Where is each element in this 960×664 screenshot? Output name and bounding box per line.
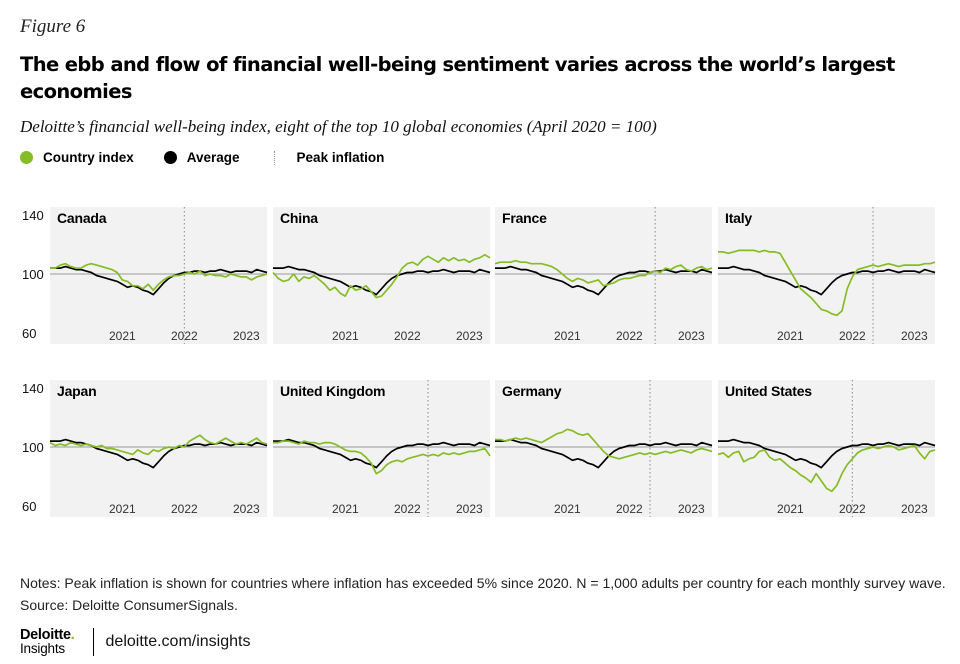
average-line — [273, 265, 491, 296]
x-tick-label: 2023 — [901, 329, 928, 343]
legend-label-peak: Peak inflation — [296, 150, 385, 165]
notes-block: Notes: Peak inflation is shown for count… — [20, 572, 950, 616]
logo-wordmark: Deloitte — [20, 627, 71, 643]
country-line — [272, 253, 491, 299]
panel-title: China — [280, 210, 318, 226]
x-tick-label: 2023 — [456, 329, 483, 343]
x-tick-label: 2022 — [171, 502, 198, 516]
x-tick-label: 2022 — [839, 329, 866, 343]
panel-title: Canada — [57, 210, 107, 226]
panel-title: France — [502, 210, 547, 226]
panel-background — [718, 207, 935, 344]
x-tick-label: 2021 — [554, 329, 581, 343]
panel-background — [50, 207, 267, 344]
average-line — [273, 438, 491, 469]
x-tick-label: 2021 — [109, 329, 136, 343]
x-tick-label: 2022 — [394, 329, 421, 343]
chart-title: The ebb and flow of financial well-being… — [20, 53, 895, 103]
panel-title: United Kingdom — [280, 383, 385, 399]
legend-item-country: Country index — [20, 150, 134, 165]
panel-title: United States — [725, 383, 812, 399]
x-tick-label: 2021 — [332, 502, 359, 516]
average-dot-icon — [163, 151, 177, 164]
average-line — [718, 265, 936, 296]
x-tick-label: 2021 — [777, 502, 804, 516]
legend-item-average: Average — [163, 150, 240, 165]
y-tick-label: 140 — [22, 208, 44, 223]
legend: Country index Average Peak inflation — [20, 150, 414, 165]
y-tick-label: 140 — [22, 381, 44, 396]
x-tick-label: 2021 — [109, 502, 136, 516]
logo-dot: . — [70, 627, 75, 643]
legend-label-average: Average — [186, 150, 240, 165]
x-tick-label: 2022 — [394, 502, 421, 516]
country-line — [718, 249, 936, 317]
panel-background — [50, 380, 267, 517]
figure-label: Figure 6 — [20, 16, 86, 37]
x-tick-label: 2023 — [233, 502, 260, 516]
average-line — [495, 438, 713, 469]
x-tick-label: 2022 — [839, 502, 866, 516]
panel-background — [273, 207, 490, 344]
panel-title: Italy — [725, 210, 752, 226]
source-text: Source: Deloitte ConsumerSignals. — [20, 597, 238, 613]
panel-background — [718, 380, 935, 517]
x-tick-label: 2023 — [678, 329, 705, 343]
country-line — [49, 434, 268, 456]
country-line — [717, 444, 936, 493]
footer-url[interactable]: deloitte.com/insights — [105, 633, 251, 650]
chart-subtitle: Deloitte’s financial well-being index, e… — [20, 117, 657, 136]
x-tick-label: 2021 — [777, 329, 804, 343]
y-tick-label: 60 — [22, 499, 36, 514]
x-tick-label: 2021 — [554, 502, 581, 516]
panel-background — [495, 380, 712, 517]
notes-text: Notes: Peak inflation is shown for count… — [20, 575, 946, 591]
average-line — [495, 265, 713, 296]
x-tick-label: 2023 — [901, 502, 928, 516]
x-tick-label: 2022 — [616, 329, 643, 343]
x-tick-label: 2022 — [171, 329, 198, 343]
footer: Deloitte. Insights deloitte.com/insights — [20, 628, 250, 656]
panel-title: Germany — [502, 383, 562, 399]
average-line — [718, 438, 936, 469]
x-tick-label: 2022 — [616, 502, 643, 516]
x-tick-label: 2023 — [678, 502, 705, 516]
footer-divider — [92, 628, 94, 656]
x-tick-label: 2023 — [456, 502, 483, 516]
x-tick-label: 2023 — [233, 329, 260, 343]
legend-item-peak: Peak inflation — [270, 150, 385, 165]
country-line — [494, 259, 713, 287]
legend-label-country: Country index — [43, 150, 134, 165]
panel-background — [273, 380, 490, 517]
logo-subtitle: Insights — [20, 641, 65, 656]
y-tick-label: 60 — [22, 326, 36, 341]
country-line — [273, 440, 491, 475]
deloitte-insights-logo: Deloitte. Insights — [20, 628, 75, 656]
dotted-line-icon — [273, 150, 285, 165]
panel-title: Japan — [57, 383, 96, 399]
y-tick-label: 100 — [22, 267, 44, 282]
panel-background — [495, 207, 712, 344]
y-tick-label: 100 — [22, 440, 44, 455]
average-line — [50, 265, 268, 296]
x-tick-label: 2021 — [332, 329, 359, 343]
country-line — [50, 262, 268, 292]
country-line — [495, 428, 713, 460]
country-dot-icon — [20, 151, 33, 164]
